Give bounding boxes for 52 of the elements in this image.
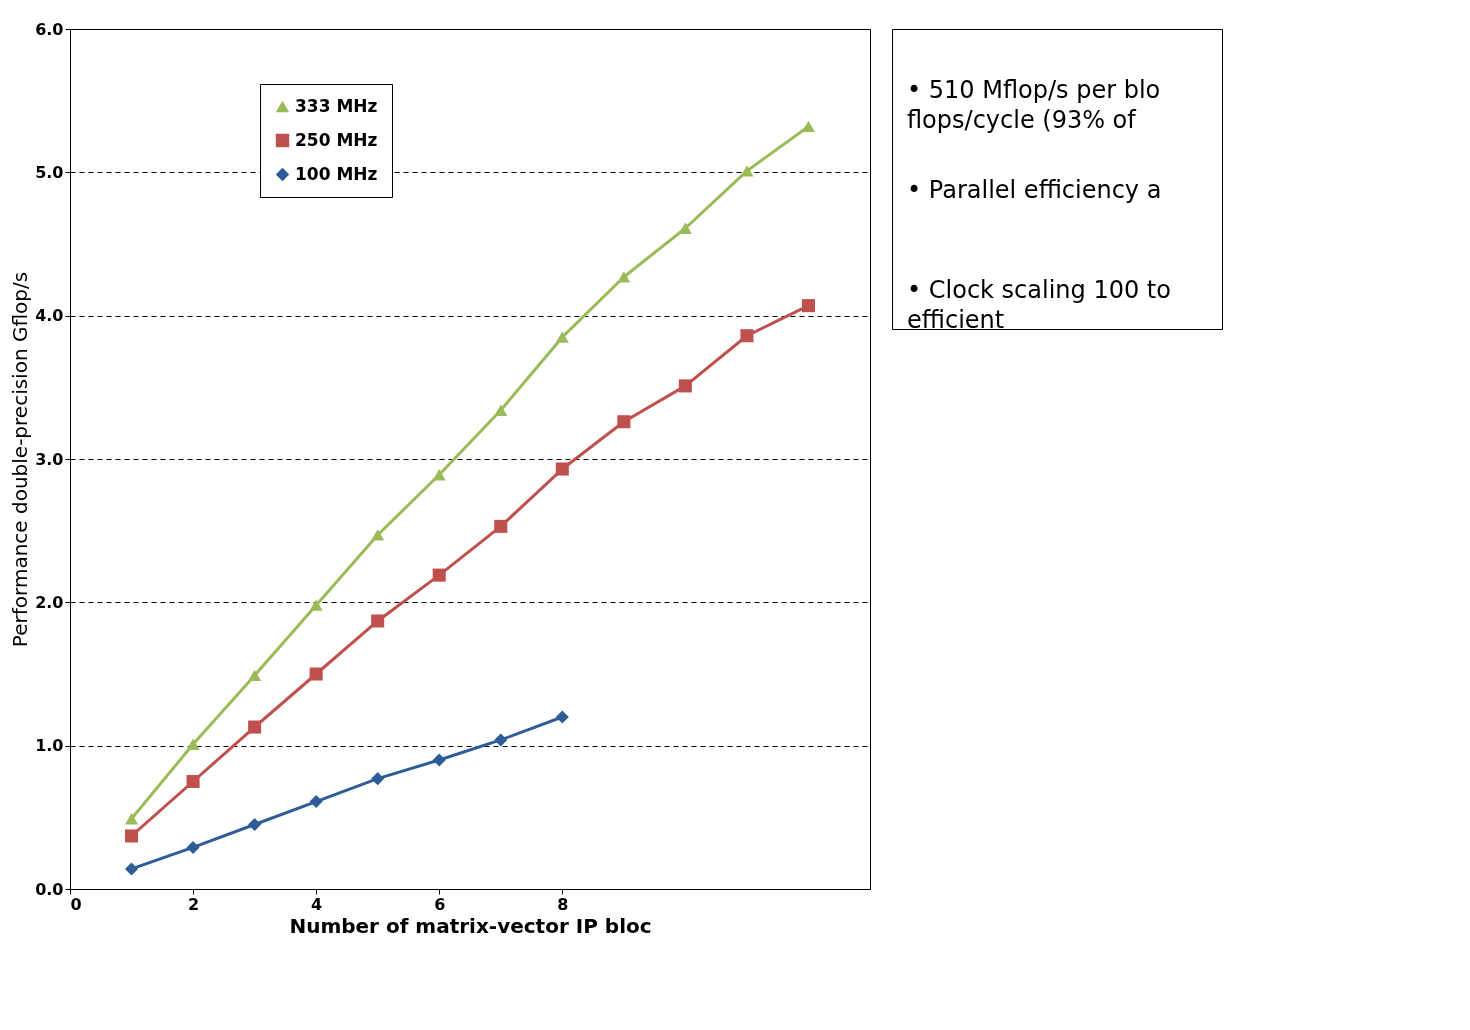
point [248,669,262,682]
legend-label: 250 MHz [295,129,378,150]
text: • Parallel efficiency a [907,176,1162,204]
x-axis-title: Number of matrix-vector IP bloc [289,913,652,938]
x-tick-label: 6 [434,894,446,914]
y-tick-label: 5.0 [35,162,64,182]
x-tick-label: 8 [557,894,569,914]
point [555,462,569,476]
point [186,738,200,750]
point [740,165,754,177]
point [309,599,323,611]
point [125,862,139,876]
point [186,840,200,854]
point [125,813,139,825]
point [309,795,323,809]
point [801,120,815,133]
legend-label: 333 MHz [295,95,378,116]
point [617,271,631,283]
point [371,772,385,786]
point [740,329,754,343]
y-tick-label: 1.0 [35,736,64,756]
point [309,667,323,681]
point [494,404,508,416]
x-tick-label: 0 [70,894,82,914]
x-tick-label: 4 [311,894,323,914]
point [432,568,446,582]
text: • Clock scaling 100 to efficient [907,276,1171,334]
legend-label: 100 MHz [295,163,378,184]
point [371,614,385,628]
point [678,222,692,234]
point [494,519,508,533]
point [248,817,262,832]
point [617,415,631,429]
point [494,733,508,747]
point [432,753,446,767]
point [186,774,200,789]
y-tick-label: 0.0 [35,879,64,899]
text: • 510 Mflop/s per blo flops/cycle (93% of [907,76,1161,134]
y-tick-label: 6.0 [35,19,64,39]
point [555,710,569,724]
y-tick-label: 2.0 [35,592,64,612]
point [678,379,692,393]
point [125,829,139,843]
x-tick-label: 2 [188,894,200,914]
y-tick-label: 3.0 [35,449,64,469]
point [801,299,815,313]
point [555,331,569,343]
y-axis-title: Performance double-precision Gflop/s [8,271,33,648]
point [432,469,446,481]
y-tick-label: 4.0 [35,306,64,326]
point [371,529,385,541]
point [248,720,262,734]
